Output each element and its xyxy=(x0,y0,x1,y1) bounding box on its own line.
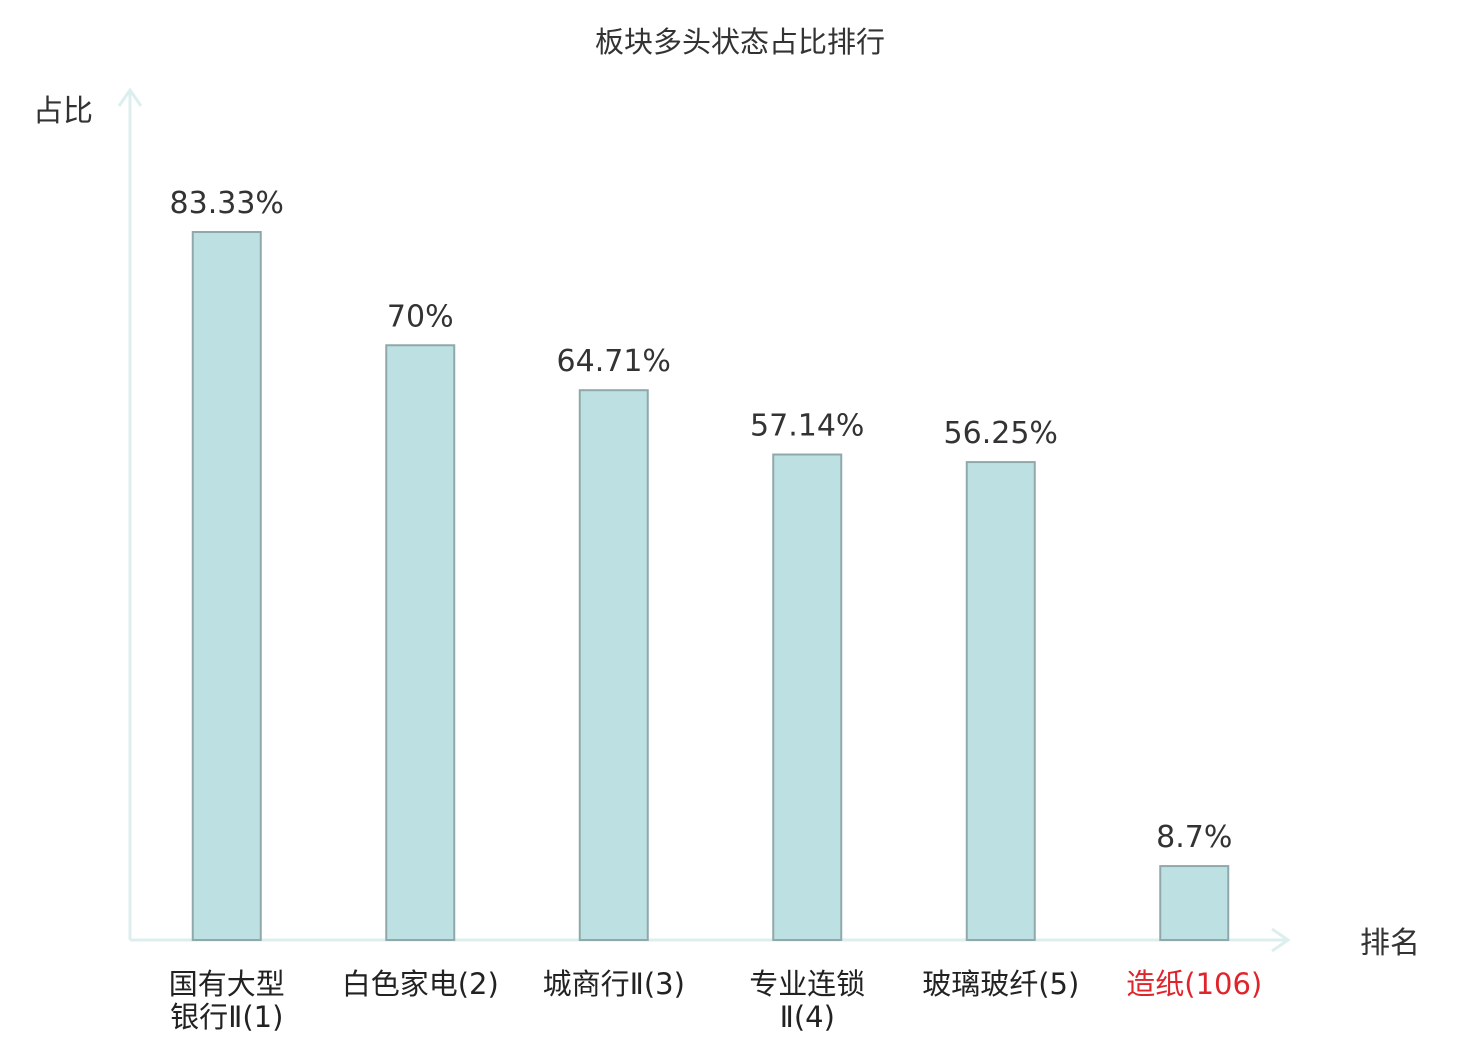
bar xyxy=(191,231,262,941)
axes xyxy=(117,87,1291,953)
category-label: 玻璃玻纤(5) xyxy=(922,967,1079,1001)
category-label: 城商行Ⅱ(3) xyxy=(543,967,685,1001)
value-labels-group: 83.33% 70% 64.71% 57.14% 56.25% 8.7% xyxy=(170,186,1233,855)
bar xyxy=(385,344,456,941)
category-label: 造纸(106) xyxy=(1126,967,1262,1001)
bar-value-label: 64.71% xyxy=(557,344,671,379)
bar xyxy=(578,389,649,941)
category-label-line: 银行Ⅱ(1) xyxy=(170,1000,283,1034)
category-label-line: 玻璃玻纤(5) xyxy=(922,967,1079,1001)
y-axis-label: 占比 xyxy=(33,94,93,129)
bar xyxy=(965,461,1036,941)
bar-value-label: 56.25% xyxy=(944,416,1058,451)
category-label-line: 造纸(106) xyxy=(1126,967,1262,1001)
x-axis-label: 排名 xyxy=(1360,926,1420,961)
bar-value-label: 8.7% xyxy=(1156,820,1232,855)
category-label-line: 白色家电(2) xyxy=(342,967,499,1001)
x-axis-arrow xyxy=(1271,927,1291,953)
bar-value-label: 57.14% xyxy=(750,409,864,444)
y-axis-arrow xyxy=(117,87,143,107)
bars-group xyxy=(191,231,1230,942)
category-label-line: 城商行Ⅱ(3) xyxy=(543,967,685,1001)
category-label: 白色家电(2) xyxy=(342,967,499,1001)
category-label: 专业连锁 Ⅱ(4) xyxy=(749,967,865,1034)
category-labels-group: 国有大型银行Ⅱ(1) 白色家电(2) 城商行Ⅱ(3) 专业连锁 Ⅱ(4) 玻璃玻纤(5) 造… xyxy=(169,967,1263,1034)
chart-title: 板块多头状态占比排行 xyxy=(595,25,885,59)
category-label-line: 专业连锁 xyxy=(749,967,865,1001)
bar xyxy=(1159,865,1230,942)
bar-value-label: 70% xyxy=(387,299,454,334)
bar xyxy=(772,453,843,941)
category-label-line: Ⅱ(4) xyxy=(780,1000,835,1034)
category-label: 国有大型银行Ⅱ(1) xyxy=(169,967,285,1034)
bar-value-label: 83.33% xyxy=(170,186,284,221)
category-label-line: 国有大型 xyxy=(169,967,285,1001)
